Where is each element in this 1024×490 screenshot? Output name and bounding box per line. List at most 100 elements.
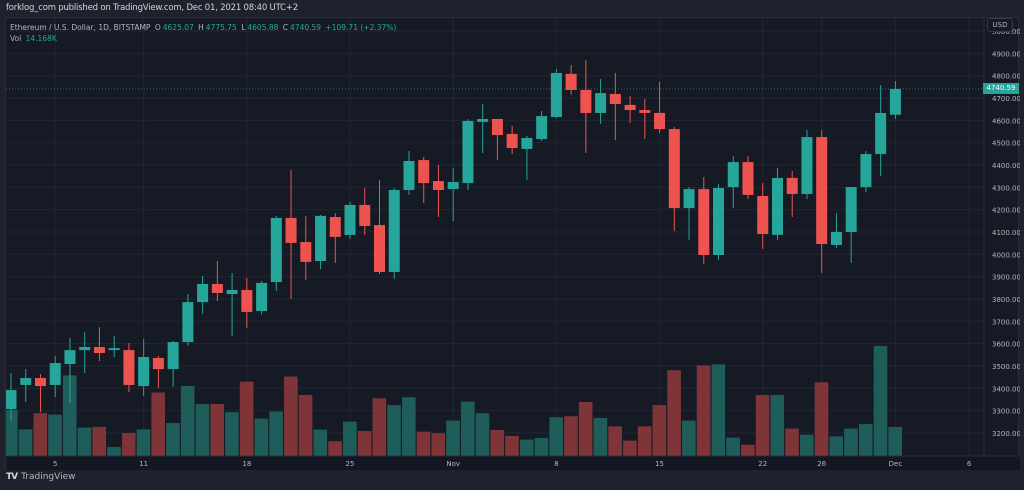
time-axis-label: 5 [53,460,57,468]
volume-bar [858,424,873,456]
volume-bar [578,401,593,456]
price-axis-label: 4400.00 [992,162,1020,170]
candle-body [668,129,680,209]
candle-body [713,187,725,255]
candle-body [801,137,813,195]
candle-body [108,348,120,351]
volume-bar [343,421,357,456]
candle-body [79,346,91,351]
price-axis-label: 4200.00 [992,207,1020,215]
price-axis-label: 4500.00 [992,140,1020,148]
volume-bar [696,365,711,456]
volume-bar [446,420,460,456]
chart-panel[interactable]: 5000.00 4900.00 4800.00 4700.00 4600.00 4500.… [5,17,1020,470]
time-axis-label: 22 [758,460,767,468]
time-axis-label: 8 [554,460,558,468]
volume-bar [18,429,33,456]
candle-body [698,189,710,255]
candle-body [683,189,695,209]
candle-body [374,225,385,272]
volume-bar [166,423,180,456]
volume-bar [799,434,814,456]
volume-bar [711,364,726,456]
candle-body [786,177,798,195]
candle-body [256,282,268,312]
currency-badge[interactable]: USD [987,18,1013,32]
volume-bar [505,435,519,456]
volume-bar [136,429,151,456]
volume-bar [239,381,254,456]
candle-body [477,118,489,122]
volume-bar [844,428,858,456]
low-label: L [241,23,246,32]
candle-body [300,242,312,262]
candle-body [609,93,621,105]
volume-bar [652,405,667,456]
footer: TV TradingView [6,472,76,482]
symbol-title[interactable]: Ethereum / U.S. Dollar, 1D, BITSTAMP [10,23,151,32]
candle-body [727,162,739,188]
candle-body [241,290,253,312]
volume-bar [416,431,431,456]
brand-name[interactable]: TradingView [21,472,76,482]
close-value: 4740.59 [290,23,322,32]
time-axis-label: 15 [655,460,664,468]
time-axis-label: 25 [346,460,355,468]
time-axis-label: Nov [446,460,460,468]
volume-bar [549,417,563,456]
current-price-tag: 4740.59 [983,83,1019,94]
tradingview-logo-icon[interactable]: TV [6,472,18,482]
candle-body [167,342,179,370]
candle-body [403,160,415,190]
price-axis-label: 4700.00 [992,95,1020,103]
volume-bar [121,433,136,456]
low-value: 4605.88 [247,23,279,32]
price-axis-label: 3900.00 [992,274,1020,282]
volume-bar [814,382,829,456]
candle-body [138,357,150,387]
volume-bar [741,444,755,456]
volume-bar [328,441,342,456]
candle-body [624,104,636,111]
candle-body [447,181,459,190]
price-axis-label: 4100.00 [992,229,1020,237]
volume-bar [873,345,888,456]
volume-bar [225,412,239,456]
time-axis-label: Dec [889,460,903,468]
ohlc-row: Ethereum / U.S. Dollar, 1D, BITSTAMP O 46… [10,22,398,33]
candle-body [889,88,901,115]
high-label: H [198,23,204,32]
candle-body [329,217,341,237]
candle-body [654,112,666,130]
volume-bar [475,413,490,456]
volume-bar [519,439,534,456]
volume-bar [77,427,92,456]
candle-body [536,116,548,140]
candle-body [816,137,828,245]
candle-body [418,160,430,184]
volume-label[interactable]: Vol [10,34,22,43]
volume-bar [829,436,844,456]
candle-body [506,133,518,149]
candle-body [491,118,503,136]
price-axis-label: 3800.00 [992,296,1020,304]
close-label: C [282,23,289,32]
volume-bar [401,397,416,456]
volume-value: 14.168K [25,34,57,43]
volume-bar [623,440,637,456]
volume-bar [6,409,18,456]
volume-bar [888,426,902,456]
price-axis-label: 5000.00 [992,28,1020,36]
candle-body [595,93,607,113]
volume-bar [682,420,696,456]
candlestick-chart[interactable]: 5000.00 4900.00 4800.00 4700.00 4600.00 4500.… [6,18,1020,470]
chart-legend: Ethereum / U.S. Dollar, 1D, BITSTAMP O 46… [10,22,398,44]
candle-body [432,181,444,190]
time-axis-label: 18 [242,460,251,468]
volume-bar [33,413,48,456]
volume-bar [726,437,740,456]
candle-body [6,390,17,410]
candle-body [757,196,769,234]
candle-body [64,350,76,364]
volume-bar [431,433,446,456]
